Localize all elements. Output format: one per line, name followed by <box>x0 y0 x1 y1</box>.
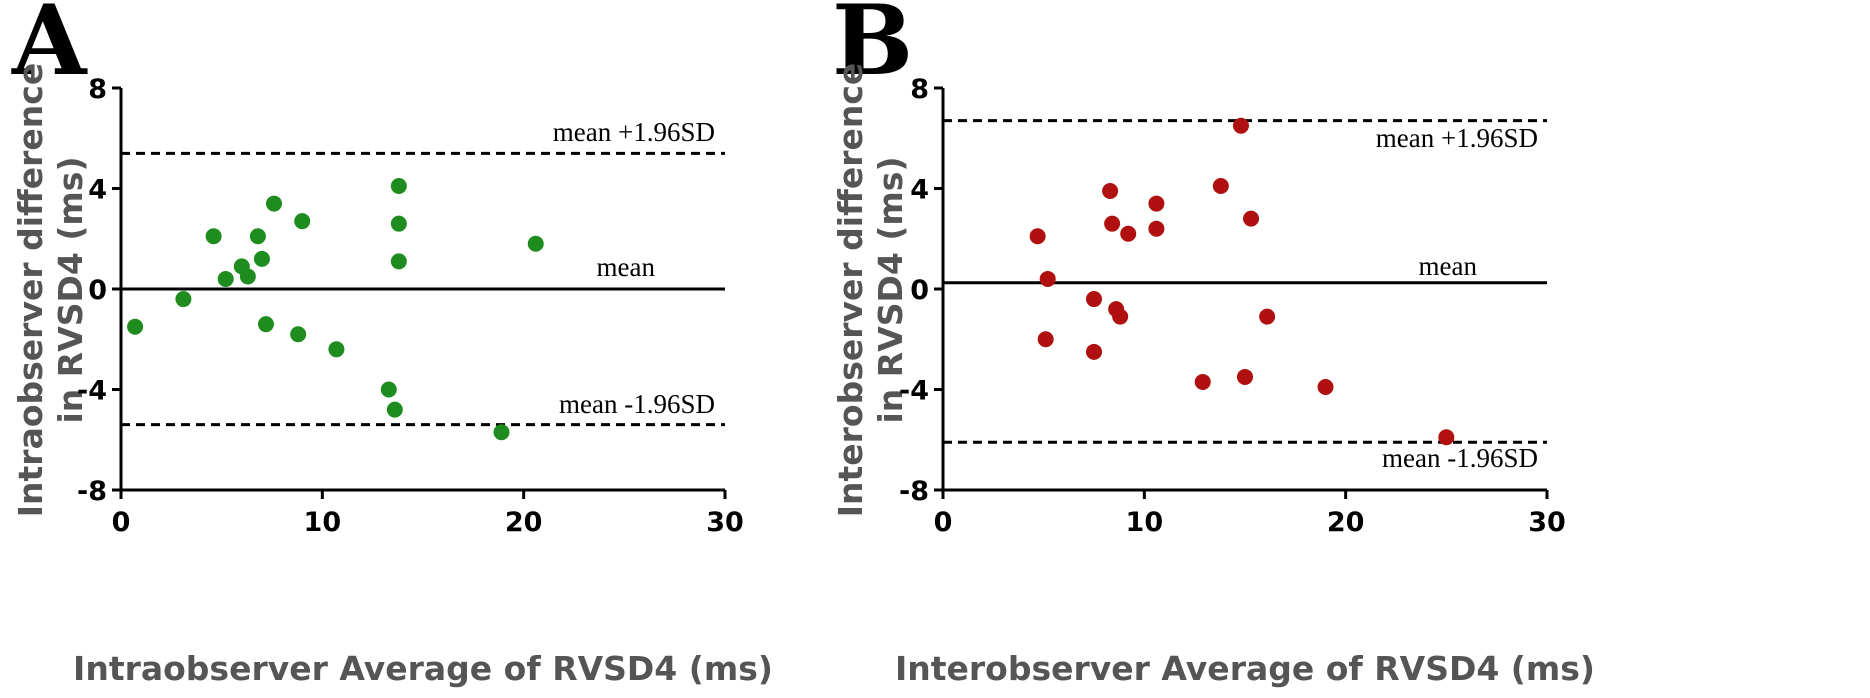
data-point-a <box>257 316 274 333</box>
x-tick-label: 0 <box>934 507 953 538</box>
data-point-b <box>1148 220 1165 237</box>
upper-loa-label-a: mean +1.96SD <box>553 117 715 147</box>
data-point-b <box>1194 373 1211 390</box>
y-tick-label: 4 <box>88 175 107 206</box>
x-tick-label: 20 <box>1327 507 1365 538</box>
y-tick-label: 4 <box>910 175 929 206</box>
data-point-b <box>1317 378 1334 395</box>
mean-label-a: mean <box>597 252 656 282</box>
data-point-b <box>1438 429 1455 446</box>
data-point-a <box>175 291 192 308</box>
data-point-b <box>1104 215 1121 232</box>
y-axis-title-line2: in RVSD4 (ms) <box>871 156 910 423</box>
x-axis-title-a: Intraobserver Average of RVSD4 (ms) <box>73 649 773 688</box>
data-point-a <box>390 177 407 194</box>
lower-loa-label-a: mean -1.96SD <box>559 389 715 419</box>
data-point-b <box>1232 117 1249 134</box>
data-point-b <box>1037 331 1054 348</box>
data-point-b <box>1243 210 1260 227</box>
x-tick-label: 10 <box>1126 507 1164 538</box>
y-tick-label: 0 <box>910 275 929 306</box>
y-tick-label: 0 <box>88 275 107 306</box>
data-point-a <box>328 341 345 358</box>
data-point-a <box>127 318 144 335</box>
x-tick-label: 30 <box>1528 507 1566 538</box>
panel-b: B Interobserver difference in RVSD4 (ms)… <box>831 0 1595 688</box>
data-point-b <box>1120 225 1137 242</box>
data-point-b <box>1212 177 1229 194</box>
panel-letter-b: B <box>832 0 913 97</box>
data-point-a <box>266 195 283 212</box>
data-point-b <box>1259 308 1276 325</box>
y-axis-title-line1: Intraobserver difference <box>11 63 50 517</box>
data-point-b <box>1112 308 1129 325</box>
data-point-b <box>1102 183 1119 200</box>
data-point-b <box>1029 228 1046 245</box>
mean-label-b: mean <box>1419 251 1478 281</box>
x-axis-title-b: Interobserver Average of RVSD4 (ms) <box>895 649 1595 688</box>
x-tick-label: 20 <box>505 507 543 538</box>
data-point-a <box>390 253 407 270</box>
data-point-a <box>294 213 311 230</box>
data-point-a <box>390 215 407 232</box>
data-point-b <box>1237 368 1253 385</box>
y-tick-label: -4 <box>77 376 107 407</box>
data-point-a <box>249 228 266 245</box>
y-axis-title-a: Intraobserver difference in RVSD4 (ms) <box>11 63 90 517</box>
data-point-a <box>239 268 256 285</box>
data-point-a <box>386 401 403 418</box>
y-axis-title-line2: in RVSD4 (ms) <box>51 156 90 423</box>
data-point-a <box>205 228 222 245</box>
y-tick-label: -8 <box>77 476 107 507</box>
data-point-b <box>1148 195 1165 212</box>
upper-loa-label-b: mean +1.96SD <box>1376 123 1538 153</box>
data-point-b <box>1086 291 1102 308</box>
y-tick-label: -4 <box>899 376 929 407</box>
data-point-b <box>1086 343 1102 360</box>
data-point-a <box>253 250 270 267</box>
panel-a: A Intraobserver difference in RVSD4 (ms)… <box>11 0 773 688</box>
data-point-a <box>493 424 510 441</box>
panel-letter-a: A <box>11 0 88 97</box>
y-axis-title-b: Interobserver difference in RVSD4 (ms) <box>831 63 910 518</box>
y-axis-title-line1: Interobserver difference <box>831 63 870 518</box>
data-point-a <box>527 235 544 252</box>
data-point-a <box>380 381 397 398</box>
y-tick-label: 8 <box>910 74 929 105</box>
y-tick-label: 8 <box>88 74 107 105</box>
data-point-a <box>290 326 307 343</box>
x-tick-label: 10 <box>304 507 342 538</box>
data-point-b <box>1039 270 1056 287</box>
x-tick-label: 0 <box>112 507 131 538</box>
lower-loa-label-b: mean -1.96SD <box>1382 443 1538 473</box>
y-tick-label: -8 <box>899 476 929 507</box>
data-point-a <box>217 270 234 287</box>
x-tick-label: 30 <box>706 507 744 538</box>
